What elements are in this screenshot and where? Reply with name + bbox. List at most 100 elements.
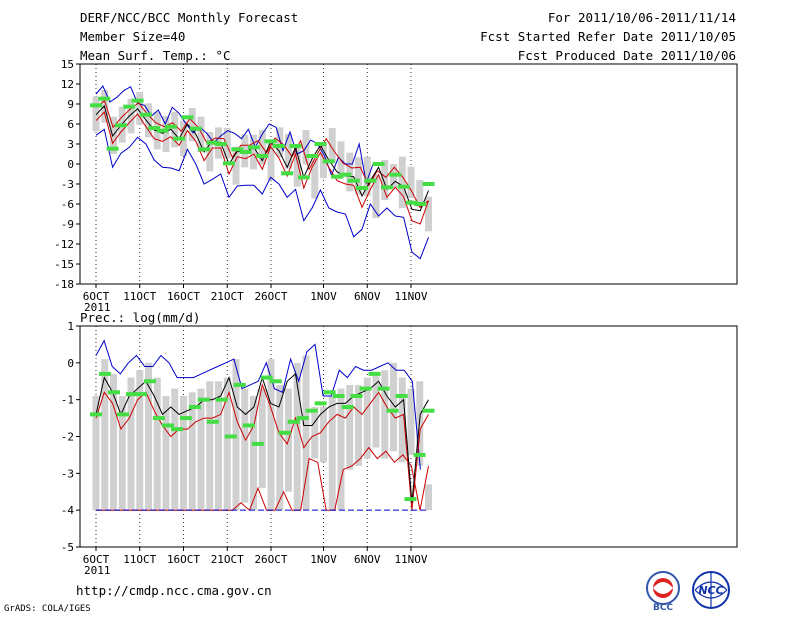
temp-xtick-label: 11OCT (123, 290, 156, 303)
prec-median-marker (350, 393, 363, 398)
temp-median-marker (123, 104, 136, 109)
prec-median-marker (269, 379, 282, 384)
bcc-logo: BCC (646, 571, 680, 612)
prec-median-marker (341, 405, 354, 410)
temp-ytick-label: 3 (67, 138, 74, 151)
variable-label: Mean Surf. Temp.: °C (80, 48, 231, 63)
prec-median-marker (125, 392, 138, 397)
prec-xtick-label: 26OCT (254, 553, 287, 566)
prec-year-label: 2011 (84, 564, 111, 577)
temp-spread-box (136, 92, 144, 125)
temp-ytick-label: -3 (61, 178, 74, 191)
prec-spread-box (407, 388, 415, 455)
prec-spread-box (293, 362, 301, 511)
temp-xtick-label: 16OCT (167, 290, 200, 303)
prec-median-marker (422, 408, 435, 413)
temp-median-marker (181, 115, 194, 120)
temp-median-marker (314, 142, 327, 146)
temp-spread-box (363, 156, 371, 196)
temp-median-marker (223, 161, 235, 166)
prec-xtick-label: 21OCT (211, 553, 244, 566)
temp-spread-box (372, 174, 380, 218)
temp-spread-box (127, 98, 135, 134)
prec-median-marker (332, 393, 345, 398)
temp-median-marker (289, 144, 302, 148)
prec-median-marker (134, 392, 147, 397)
prec-median-marker (233, 382, 246, 387)
bcc-logo-text: BCC (653, 603, 673, 612)
temp-median-marker (206, 140, 219, 145)
temp-spread-box (311, 158, 319, 199)
temp-median-marker (347, 178, 360, 183)
prec-median-marker (359, 386, 372, 391)
temp-ytick-label: -6 (61, 198, 74, 211)
prec-spread-box (302, 355, 310, 511)
temp-spread-box (250, 134, 257, 170)
temp-ytick-label: -9 (61, 218, 74, 231)
temp-spread-box (267, 142, 275, 180)
temp-median-marker (231, 147, 244, 152)
temp-ytick-label: -18 (54, 278, 74, 291)
source-url[interactable]: http://cmdp.ncc.cma.gov.cn (76, 583, 272, 598)
temp-spread-box (416, 180, 424, 208)
prec-spread-box (337, 388, 345, 511)
prec-spread-box (346, 384, 354, 470)
temp-ytick-label: 9 (67, 98, 74, 111)
prec-median-marker (305, 408, 318, 413)
temp-median-marker (98, 96, 111, 101)
prec-upper-spread-line (95, 383, 429, 511)
temp-median-marker (380, 185, 393, 190)
prec-spread-box (206, 381, 214, 511)
prec-spread-box (171, 388, 179, 511)
temp-xtick-label: 6OCT (83, 290, 110, 303)
temp-median-marker (331, 174, 344, 179)
prec-ytick-label: -2 (61, 431, 74, 444)
prec-median-marker (215, 397, 228, 402)
temp-min-line (95, 128, 429, 260)
temp-median-marker (422, 182, 435, 186)
prec-spread-box (241, 388, 249, 503)
temp-median-marker (372, 162, 385, 166)
prec-median-marker (179, 416, 192, 421)
temp-median-marker (239, 150, 252, 154)
temp-median-marker (414, 202, 427, 206)
temp-spread-box (197, 116, 205, 152)
temp-median-marker (214, 142, 227, 146)
prec-spread-box (390, 362, 397, 452)
temp-spread-box (407, 166, 415, 198)
temp-median-marker (131, 98, 144, 103)
prec-spread-box (355, 384, 362, 466)
ncc-logo-text: NCC (698, 584, 723, 597)
prec-spread-box (328, 395, 336, 511)
temp-ytick-label: -15 (54, 258, 74, 271)
temp-median-marker (322, 159, 335, 164)
prec-median-marker (197, 397, 210, 402)
temp-median-marker (256, 154, 269, 158)
prec-spread-box (223, 377, 231, 511)
temp-xtick-label: 6NOV (354, 290, 381, 303)
prec-ytick-label: -1 (61, 394, 74, 407)
temp-xtick-label: 26OCT (254, 290, 287, 303)
temp-median-marker (164, 124, 177, 129)
prec-spread-box (320, 407, 327, 463)
prec-median-marker (395, 393, 408, 398)
prec-median-marker (260, 375, 273, 380)
prec-median-marker (161, 423, 174, 428)
temp-median-marker (356, 186, 368, 190)
prec-median-marker (404, 497, 417, 502)
prec-title: Prec.: log(mm/d) (80, 310, 200, 325)
temp-median-marker (297, 175, 310, 180)
prec-spread-box (118, 395, 126, 511)
prec-median-marker (296, 416, 309, 421)
temp-spread-box (188, 108, 196, 142)
prec-median-marker (98, 371, 111, 376)
temp-median-marker (247, 145, 260, 150)
temp-panel: -18 -15 -12 -9 -6 -3 0 3 6 9 12 15 6OCT 11OCT 16OCT 21O… (54, 58, 738, 314)
temp-ytick-label: 0 (67, 158, 74, 171)
prec-xtick-label: 16OCT (167, 553, 200, 566)
prec-median-marker (413, 452, 426, 457)
prec-spread-box (188, 392, 196, 511)
temp-spread-box (162, 116, 170, 152)
temp-median-marker (405, 200, 418, 205)
